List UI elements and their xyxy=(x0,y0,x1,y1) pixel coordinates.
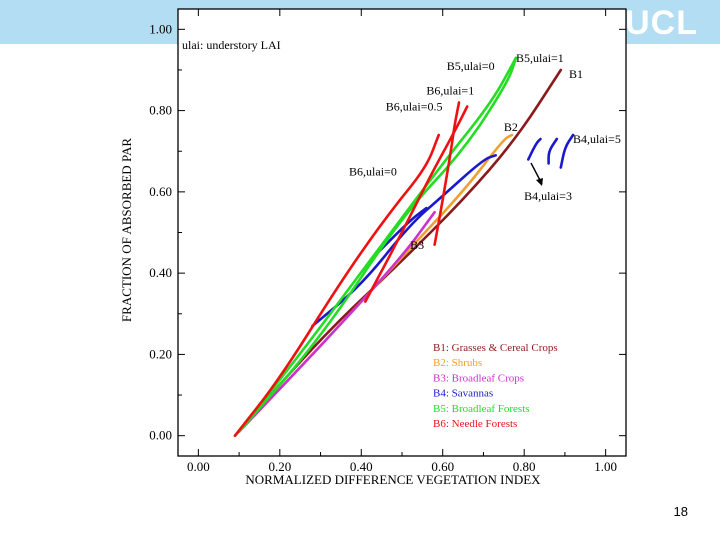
y-tick-label: 0.40 xyxy=(149,265,172,280)
legend-entry: B2: Shrubs xyxy=(433,357,482,369)
series-line-b6-ulai-0 xyxy=(233,133,440,437)
x-axis-title: NORMALIZED DIFFERENCE VEGETATION INDEX xyxy=(245,472,541,487)
y-tick-label: 1.00 xyxy=(149,21,172,36)
curve-annotation: B4,ulai=3 xyxy=(524,189,572,203)
series-layer xyxy=(233,56,575,437)
curve-annotation: B3 xyxy=(410,238,424,252)
y-axis-ticks: 0.00 0.20 0.40 0.60 0.80 1.00 xyxy=(149,21,626,443)
series-line-b6-ulai-0-5 xyxy=(364,105,469,303)
y-tick-label: 0.20 xyxy=(149,346,172,361)
ucl-logo: UCL xyxy=(625,4,698,42)
understory-note: ulai: understory LAI xyxy=(182,38,281,52)
x-tick-label: 0.40 xyxy=(350,459,373,474)
series-line-b4-ulai-4 xyxy=(547,137,559,165)
series-line-b5-ulai-1 xyxy=(237,56,518,433)
curve-annotation: B5,ulai=1 xyxy=(516,51,564,65)
y-axis-title: FRACTION OF ABSORBED PAR xyxy=(119,138,134,322)
legend-entry: B1: Grasses & Cereal Crops xyxy=(433,342,558,354)
series-line-b4-ulai-5 xyxy=(559,133,575,169)
legend-entry: B5: Broadleaf Forests xyxy=(433,403,530,415)
arrow-head-icon xyxy=(536,178,543,186)
y-tick-label: 0.00 xyxy=(149,428,172,443)
curve-annotation: B1 xyxy=(569,67,583,81)
x-tick-label: 0.80 xyxy=(513,459,536,474)
legend-entry: B3: Broadleaf Crops xyxy=(433,372,524,384)
curve-annotation: B6,ulai=1 xyxy=(426,83,474,97)
curve-annotation: B6,ulai=0.5 xyxy=(386,100,443,114)
x-tick-label: 1.00 xyxy=(594,459,617,474)
legend-entry: B6: Needle Forests xyxy=(433,418,517,430)
y-tick-label: 0.80 xyxy=(149,103,172,118)
x-tick-label: 0.00 xyxy=(187,459,210,474)
page-number: 18 xyxy=(673,504,688,519)
legend-entry: B4: Savannas xyxy=(433,388,493,400)
curve-annotation: B2 xyxy=(504,120,518,134)
legend: B1: Grasses & Cereal Crops B2: Shrubs B3: … xyxy=(433,342,558,430)
curve-annotation: B5,ulai=0 xyxy=(447,59,495,73)
annotation-layer: B5,ulai=1 B5,ulai=0 B1 B6,ulai=1 B6,ulai=0.5… xyxy=(349,51,621,252)
y-tick-label: 0.60 xyxy=(149,184,172,199)
x-tick-label: 0.20 xyxy=(268,459,291,474)
curve-annotation: B6,ulai=0 xyxy=(349,165,397,179)
series-line-b4-ulai-3 xyxy=(527,137,542,161)
curve-annotation: B4,ulai=5 xyxy=(573,132,621,146)
x-tick-label: 0.60 xyxy=(431,459,454,474)
series-line-b6-ulai-1 xyxy=(433,101,461,246)
x-axis-ticks: 0.00 0.20 0.40 0.60 0.80 1.00 xyxy=(187,9,617,474)
